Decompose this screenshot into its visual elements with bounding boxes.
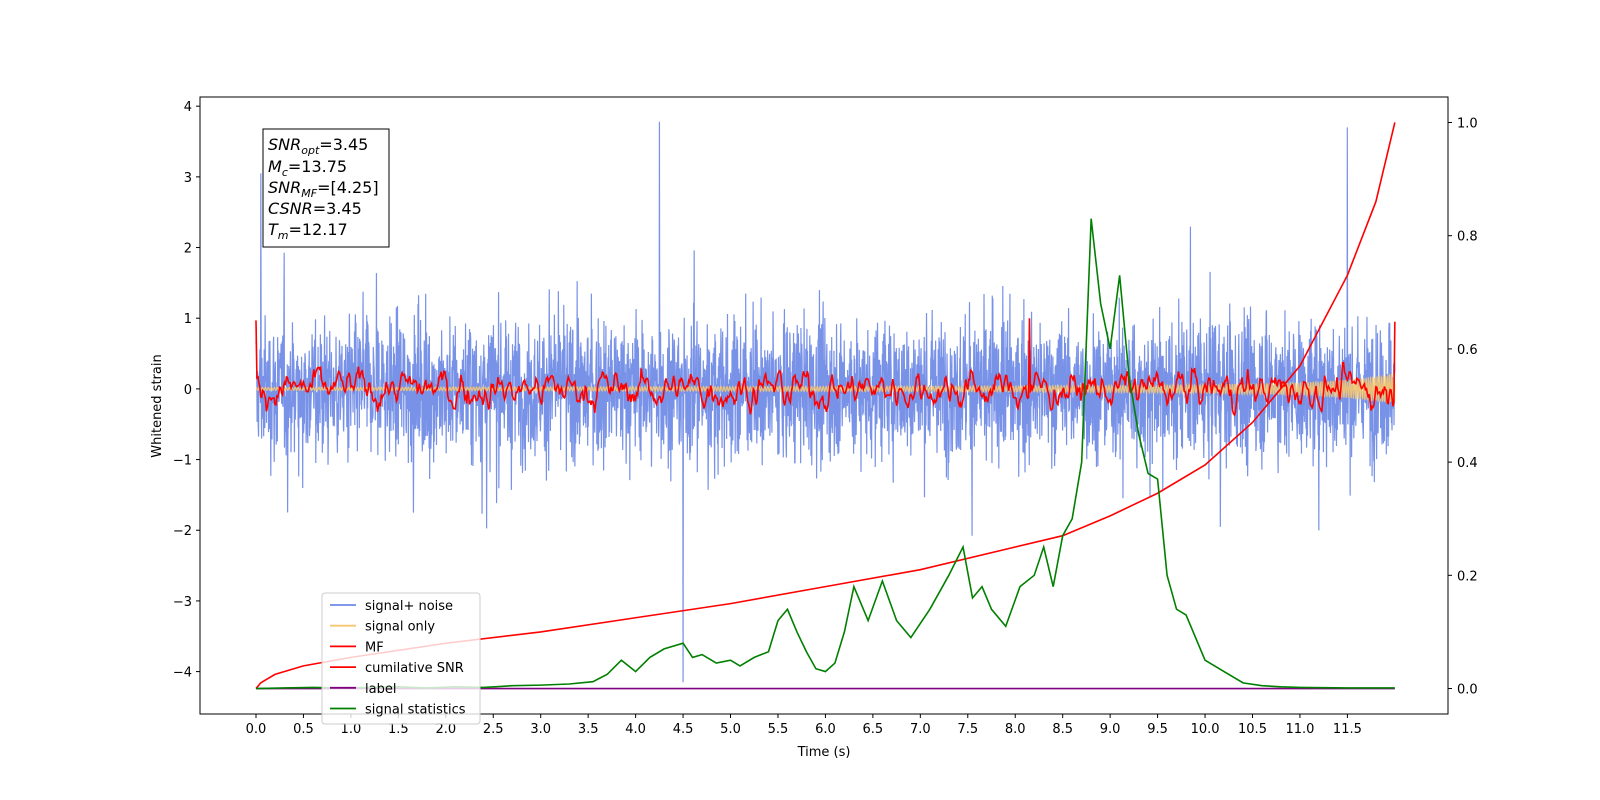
- x-tick-label: 8.0: [1005, 722, 1026, 737]
- x-tick-label: 4.0: [625, 722, 646, 737]
- series-cumilative-snr-line: [255, 122, 1396, 690]
- legend-label: label: [365, 682, 396, 697]
- x-tick-label: 7.5: [957, 722, 978, 737]
- y-tick-label: 4: [184, 100, 192, 115]
- annotation-1-rest: =3.45: [319, 135, 368, 154]
- x-tick-label: 9.0: [1100, 722, 1121, 737]
- y2-tick-label: 0.0: [1457, 683, 1478, 698]
- y-tick-label: 1: [184, 312, 192, 327]
- y-tick-label: 3: [184, 171, 192, 186]
- annotation-4-rest: =3.45: [313, 199, 362, 218]
- x-axis-label: Time (s): [797, 745, 851, 760]
- annotation-3-rest: =[4.25]: [317, 178, 379, 197]
- annotation-line-4: CSNR=3.45: [268, 199, 362, 218]
- x-tick-label: 3.5: [578, 722, 599, 737]
- x-tick-label: 9.5: [1147, 722, 1168, 737]
- annotation-2-base: M: [268, 157, 282, 176]
- y2-tick-label: 0.6: [1457, 343, 1478, 358]
- legend: signal+ noise signal only MF cumilative SNR…: [321, 592, 481, 725]
- series-signal-statistics-line: [255, 218, 1395, 690]
- annotation-1-sub: opt: [301, 144, 320, 157]
- annotation-4-base: CSNR: [268, 199, 313, 218]
- x-tick-label: 7.0: [910, 722, 931, 737]
- x-tick-label: 0.5: [293, 722, 314, 737]
- x-tick-label: 4.5: [673, 722, 694, 737]
- y-tick-label: −1: [173, 454, 192, 469]
- legend-label: MF: [365, 640, 384, 655]
- x-tick-label: 8.5: [1052, 722, 1073, 737]
- x-tick-label: 10.5: [1238, 722, 1267, 737]
- y-tick-label: −4: [173, 666, 192, 681]
- annotation-5-sub: m: [278, 229, 289, 242]
- x-tick-label: 10.0: [1191, 722, 1220, 737]
- y2-tick-label: 1.0: [1457, 116, 1478, 131]
- annotation-2-sub: c: [282, 166, 288, 179]
- x-tick-label: 11.5: [1333, 722, 1362, 737]
- plot-area: [255, 121, 1396, 690]
- y-tick-label: −2: [173, 524, 192, 539]
- annotation-frame: [262, 128, 390, 248]
- y-axis-label: Whitened strain: [150, 354, 165, 457]
- annotation-5-base: T: [268, 220, 279, 239]
- x-tick-label: 2.5: [483, 722, 504, 737]
- series-mf-line: [255, 318, 1396, 417]
- x-tick-label: 6.0: [815, 722, 836, 737]
- y-tick-label: 2: [184, 242, 192, 257]
- stats-annotation-box: SNRopt=3.45 Mc=13.75 SNRMF=[4.25] CSNR=3…: [262, 128, 390, 248]
- y-tick-label: −3: [173, 595, 192, 610]
- y2-tick-label: 0.8: [1457, 230, 1478, 245]
- annotation-line-1: SNRopt=3.45: [268, 135, 368, 157]
- x-tick-label: 1.5: [388, 722, 409, 737]
- axes-frame: [199, 96, 1449, 715]
- annotation-1-base: SNR: [268, 135, 301, 154]
- annotation-line-2: Mc=13.75: [268, 157, 347, 179]
- y-tick-label: 0: [184, 383, 192, 398]
- x-tick-label: 11.0: [1285, 722, 1314, 737]
- x-tick-label: 3.0: [530, 722, 551, 737]
- annotation-2-rest: =13.75: [288, 157, 347, 176]
- legend-label: signal only: [365, 620, 435, 635]
- x-tick-label: 5.5: [768, 722, 789, 737]
- annotation-3-sub: MF: [301, 187, 317, 200]
- x-tick-label: 1.0: [341, 722, 362, 737]
- x-axis-ticks: 0.0 0.5 1.0 1.5 2.0 2.5 3.0 3.5 4.0 4.5 5.0 5.5 6.0 6…: [246, 714, 1362, 737]
- y-axis-ticks: 4 3 2 1 0 −1 −2 −3 −4: [173, 100, 200, 681]
- legend-label: cumilative SNR: [365, 661, 464, 676]
- annotation-3-base: SNR: [268, 178, 301, 197]
- x-tick-label: 6.5: [863, 722, 884, 737]
- annotation-5-rest: =12.17: [289, 220, 348, 239]
- x-tick-label: 5.0: [720, 722, 741, 737]
- y2-tick-label: 0.4: [1457, 456, 1478, 471]
- legend-label: signal+ noise: [365, 599, 453, 614]
- legend-frame: [321, 592, 481, 725]
- annotation-line-5: Tm=12.17: [268, 220, 348, 242]
- x-tick-label: 2.0: [435, 722, 456, 737]
- x-tick-label: 0.0: [246, 722, 267, 737]
- annotation-line-3: SNRMF=[4.25]: [268, 178, 379, 200]
- y2-axis-ticks: 1.0 0.8 0.6 0.4 0.2 0.0: [1448, 116, 1478, 698]
- y2-tick-label: 0.2: [1457, 569, 1478, 584]
- legend-label: signal statistics: [365, 703, 466, 718]
